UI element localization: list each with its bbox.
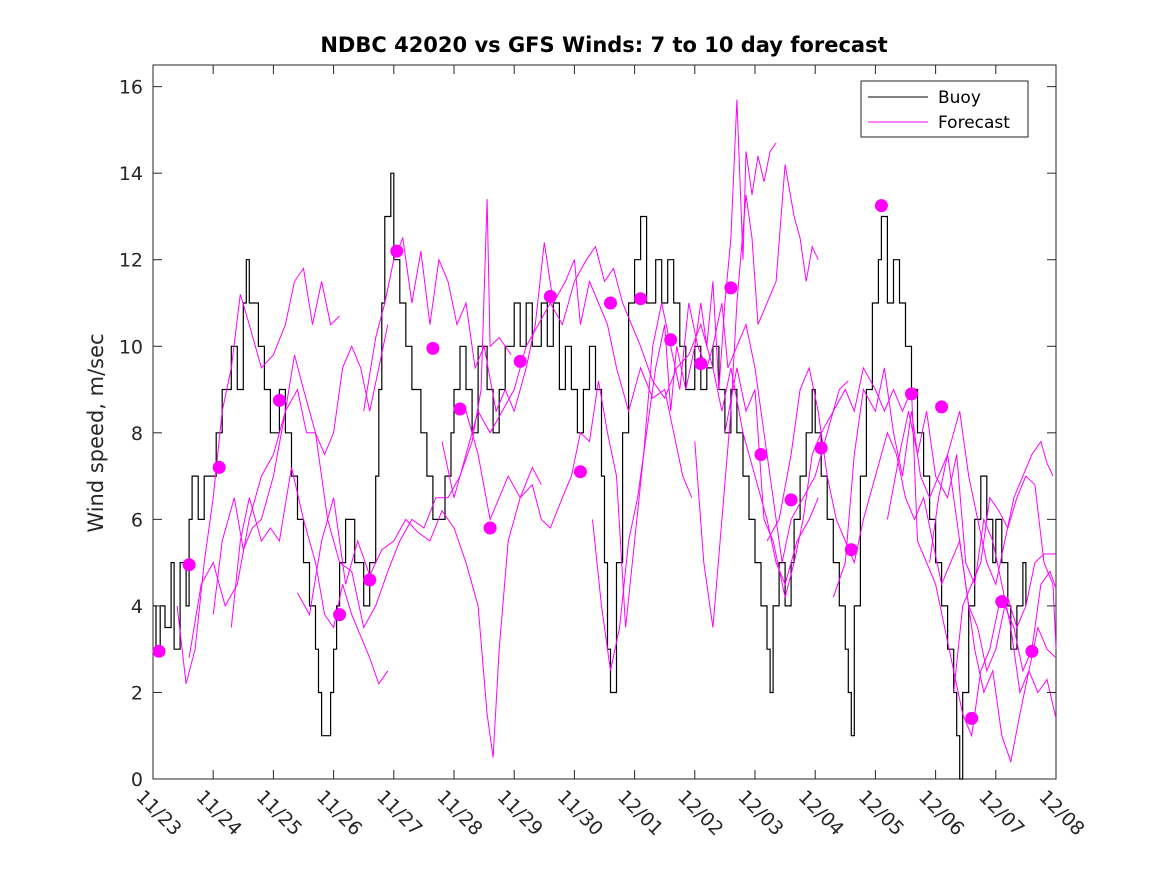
forecast-marker-10	[483, 521, 497, 535]
legend: Buoy Forecast	[860, 80, 1029, 138]
legend-buoy-label: Buoy	[938, 88, 981, 108]
forecast-line-6	[363, 236, 693, 498]
forecast-markers	[152, 199, 1039, 725]
forecast-marker-26	[965, 711, 979, 725]
forecast-marker-28	[1025, 644, 1039, 658]
forecast-marker-18	[724, 281, 738, 295]
forecast-marker-19	[754, 448, 768, 461]
y-tick-label-4: 4	[131, 596, 143, 618]
forecast-line-9	[592, 99, 777, 671]
y-tick-label-16: 16	[119, 77, 143, 99]
x-tick-label-4: 11/27	[372, 786, 426, 840]
forecast-marker-21	[814, 441, 828, 455]
x-tick-label-2: 11/25	[252, 786, 306, 840]
x-tick-label-9: 12/02	[673, 786, 727, 840]
forecast-marker-8	[426, 341, 440, 355]
x-tick-label-12: 12/05	[854, 786, 908, 840]
y-tick-label-12: 12	[119, 250, 143, 272]
forecast-line-7	[441, 245, 819, 586]
forecast-line-10	[694, 164, 819, 628]
buoy-line	[153, 172, 1027, 780]
y-tick-label-6: 6	[131, 509, 143, 531]
forecast-marker-1	[152, 644, 166, 658]
legend-box	[860, 80, 1029, 138]
x-tick-label-5: 11/28	[432, 786, 486, 840]
chart-title: NDBC 42020 vs GFS Winds: 7 to 10 day for…	[320, 33, 887, 57]
x-tick-label-10: 12/03	[733, 786, 787, 840]
forecast-marker-12	[543, 290, 557, 303]
y-tick-label-14: 14	[119, 163, 143, 185]
x-tick-label-0: 11/23	[131, 786, 185, 840]
forecast-marker-9	[453, 402, 467, 416]
forecast-marker-6	[363, 573, 377, 587]
y-tick-label-2: 2	[131, 682, 143, 704]
forecast-line-15	[929, 411, 1054, 586]
legend-forecast-label: Forecast	[938, 113, 1010, 133]
x-tick-label-7: 11/30	[553, 786, 607, 840]
forecast-line-14	[886, 411, 1057, 719]
forecast-line-12	[766, 366, 1057, 673]
forecast-marker-14	[604, 296, 617, 310]
forecast-marker-20	[784, 493, 798, 507]
forecast-line-1	[176, 267, 340, 684]
forecast-line-16	[953, 475, 1057, 693]
forecast-marker-24	[905, 387, 918, 401]
forecast-marker-7	[390, 244, 404, 258]
forecast-marker-2	[182, 558, 196, 572]
forecast-line-5	[297, 466, 542, 758]
x-tick-label-3: 11/26	[312, 786, 366, 840]
forecast-marker-5	[333, 608, 347, 622]
forecast-marker-25	[935, 400, 949, 414]
y-axis-label: Wind speed, m/sec	[84, 333, 108, 532]
forecast-marker-11	[513, 354, 527, 368]
forecast-marker-17	[694, 357, 708, 371]
forecast-marker-27	[995, 595, 1009, 609]
forecast-series	[176, 99, 1057, 764]
forecast-marker-4	[272, 393, 286, 407]
y-tick-label-10: 10	[119, 336, 143, 358]
forecast-line-3	[230, 467, 389, 685]
y-tick-label-8: 8	[131, 423, 143, 445]
forecast-line-8	[465, 302, 849, 628]
x-tick-label-8: 12/01	[613, 786, 667, 840]
buoy-series	[153, 172, 1027, 780]
x-tick-label-1: 11/24	[192, 786, 246, 840]
x-tick-label-6: 11/29	[493, 786, 547, 840]
forecast-marker-13	[573, 465, 587, 479]
forecast-marker-23	[874, 199, 888, 213]
x-tick-label-13: 12/06	[914, 786, 968, 840]
y-tick-label-0: 0	[131, 769, 143, 791]
forecast-line-4	[188, 199, 512, 658]
x-tick-label-11: 12/04	[794, 786, 848, 840]
forecast-marker-22	[844, 543, 858, 557]
x-tick-label-15: 12/08	[1034, 786, 1088, 840]
x-tick-label-14: 12/07	[974, 786, 1028, 840]
forecast-marker-15	[634, 292, 648, 306]
forecast-marker-16	[664, 333, 678, 347]
forecast-marker-3	[212, 460, 226, 474]
plot-frame	[152, 64, 1057, 780]
